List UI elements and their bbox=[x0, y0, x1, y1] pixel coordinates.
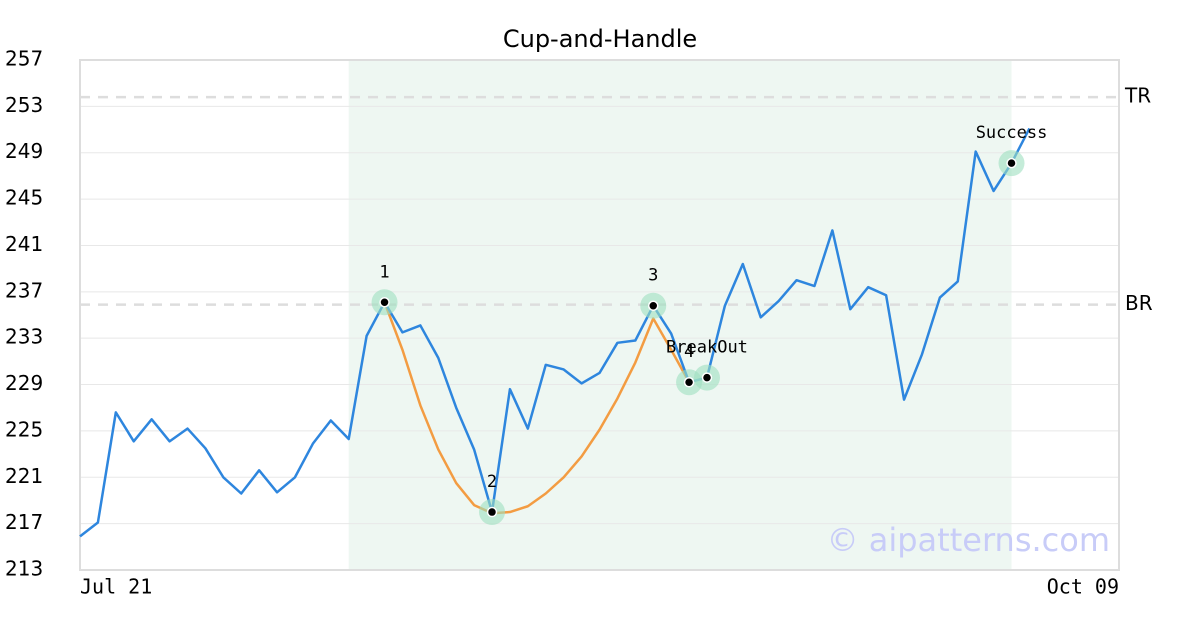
y-tick-label: 241 bbox=[5, 232, 43, 256]
pattern-label: Success bbox=[976, 123, 1048, 143]
pattern-label: 3 bbox=[648, 266, 658, 286]
y-tick-label: 221 bbox=[5, 464, 43, 488]
x-tick-label: Oct 09 bbox=[1047, 575, 1119, 599]
watermark: © aipatterns.com bbox=[827, 521, 1110, 559]
pattern-label: 2 bbox=[487, 472, 497, 492]
plot-frame bbox=[79, 59, 1120, 571]
pattern-point bbox=[486, 506, 498, 518]
y-tick-label: 253 bbox=[5, 93, 43, 117]
y-tick-label: 249 bbox=[5, 139, 43, 163]
pattern-point bbox=[379, 297, 390, 308]
pattern-point bbox=[1006, 157, 1017, 169]
y-tick-label: 217 bbox=[5, 510, 43, 534]
pattern-label: 4 bbox=[684, 342, 694, 362]
y-tick-label: 257 bbox=[5, 47, 43, 71]
pattern-point bbox=[701, 372, 713, 383]
y-tick-label: 245 bbox=[5, 186, 43, 210]
y-tick-label: 225 bbox=[5, 417, 43, 441]
price-line bbox=[79, 127, 1031, 538]
price-line bbox=[383, 301, 691, 515]
shaded-region bbox=[348, 60, 1012, 570]
pattern-label: 1 bbox=[379, 262, 389, 282]
pattern-point bbox=[647, 300, 659, 311]
y-tick-label: 229 bbox=[5, 371, 43, 395]
pattern-label: BreakOut bbox=[666, 338, 748, 358]
level-label: BR bbox=[1125, 291, 1153, 315]
pattern-point bbox=[683, 376, 695, 388]
y-tick-label: 233 bbox=[5, 325, 43, 349]
level-label: TR bbox=[1124, 84, 1151, 108]
y-tick-label: 213 bbox=[5, 557, 43, 581]
chart-title: Cup-and-Handle bbox=[503, 25, 697, 53]
x-tick-label: Jul 21 bbox=[80, 575, 152, 599]
y-tick-label: 237 bbox=[5, 278, 43, 302]
